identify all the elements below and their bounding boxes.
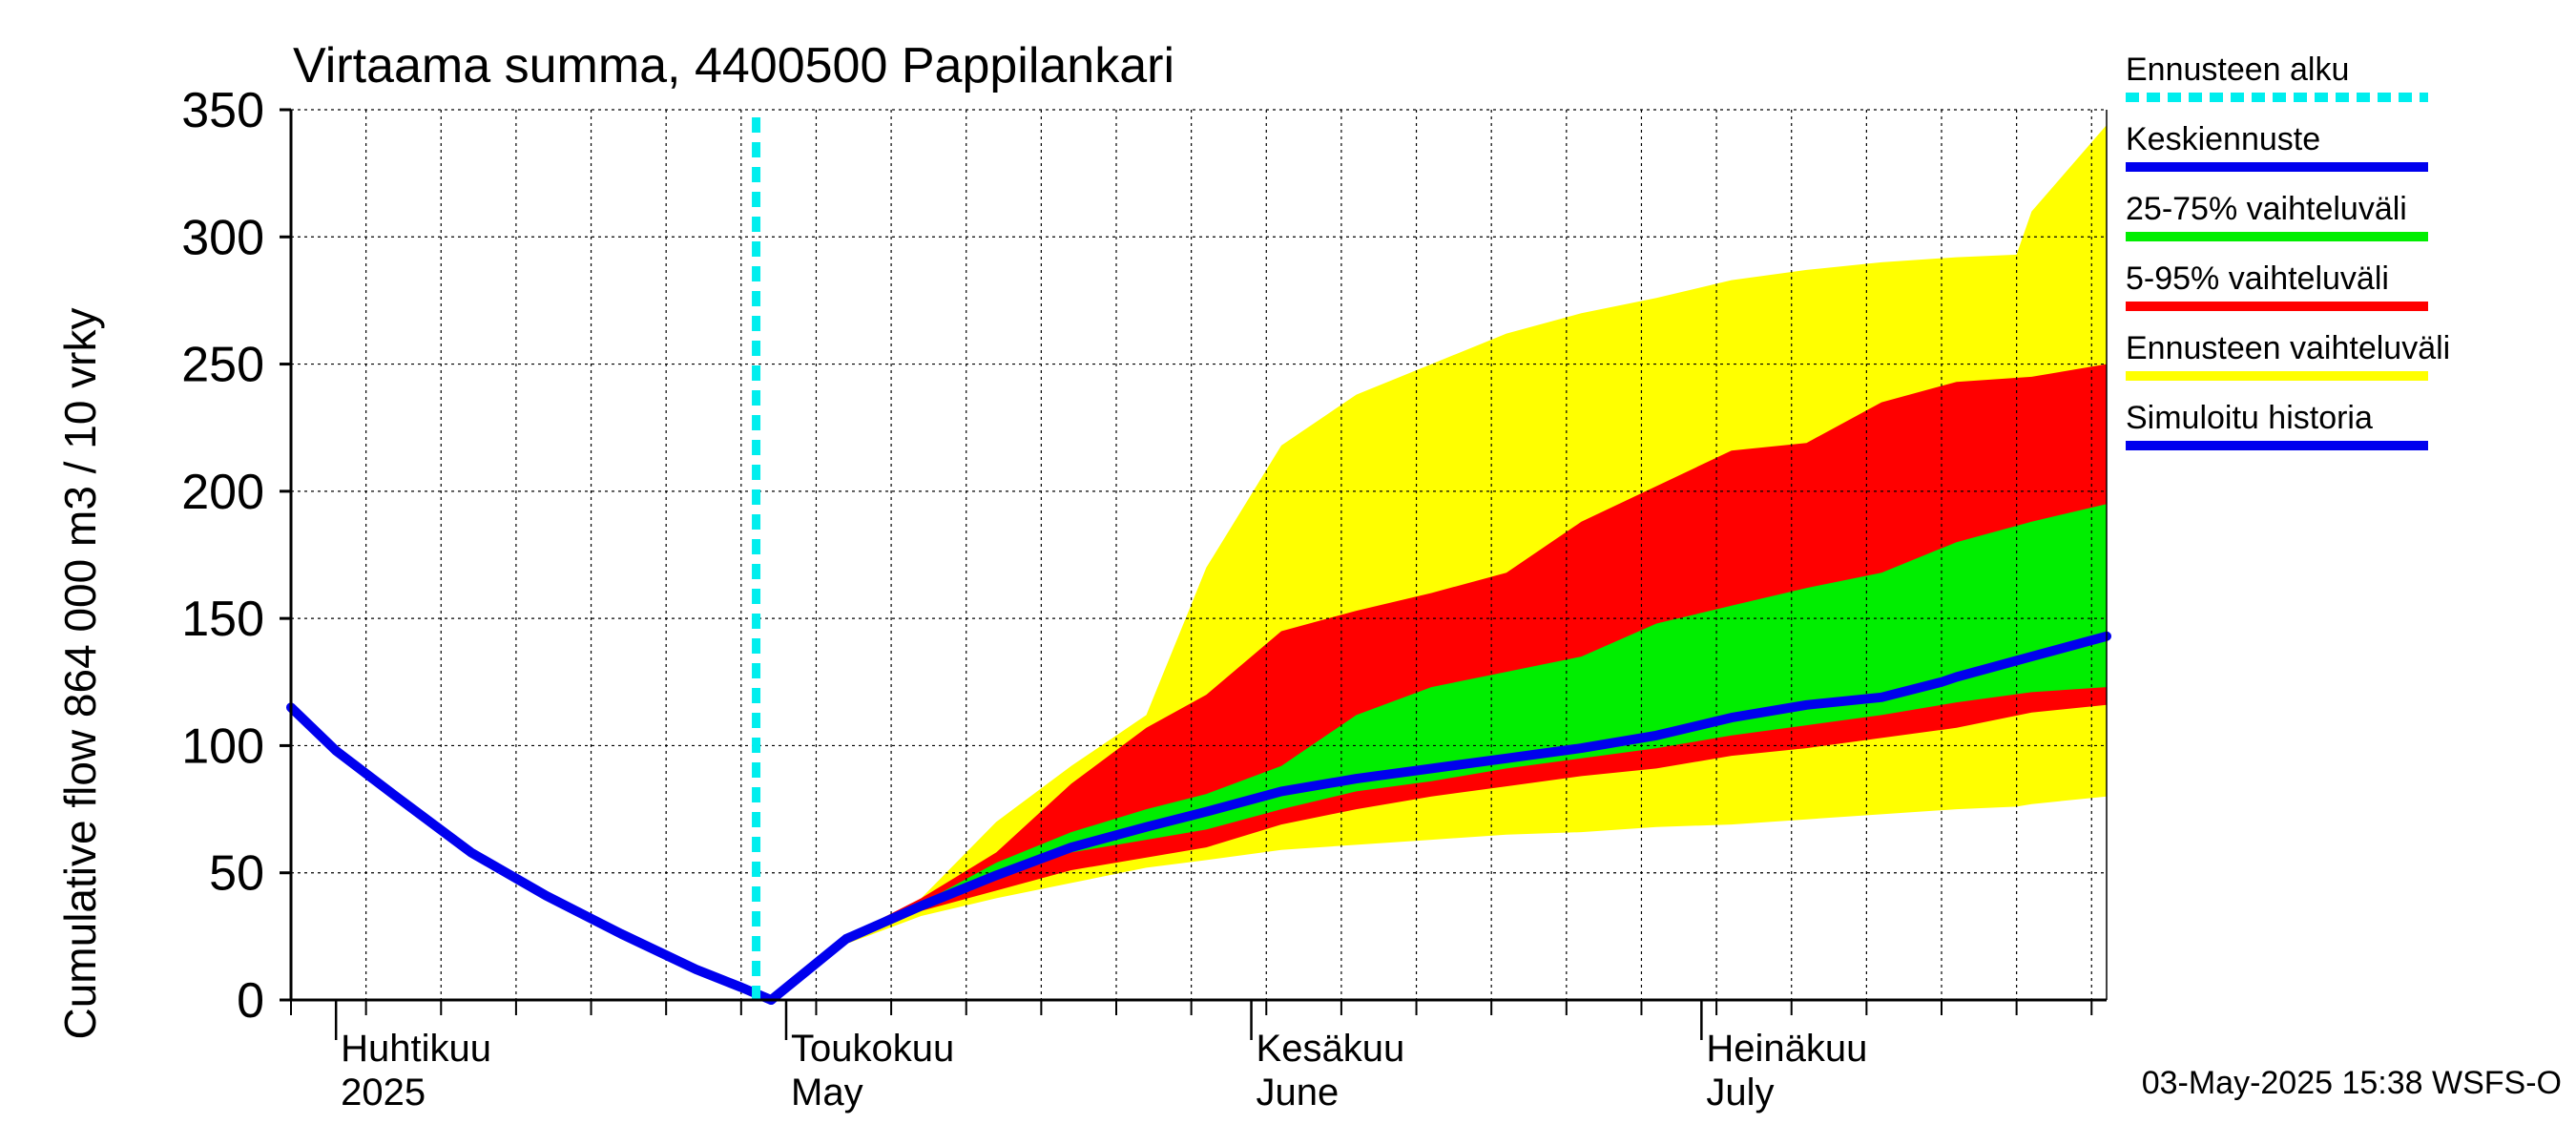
grid-lines	[290, 109, 2107, 1000]
y-tick-label: 150	[181, 592, 264, 647]
month-label-en: May	[791, 1072, 863, 1114]
y-tick-label: 300	[181, 210, 264, 265]
line-keskiennuste	[766, 631, 2111, 1005]
chart-title: Virtaama summa, 4400500 Pappilankari	[293, 38, 1174, 94]
y-tick-label: 0	[237, 973, 264, 1029]
series-lines	[286, 117, 2111, 1005]
y-tick-label: 200	[181, 465, 264, 520]
line-simuloitu-historia	[286, 702, 777, 1005]
legend-label: 25-75% vaihteluväli	[2126, 191, 2407, 227]
axes	[289, 110, 2108, 1002]
forecast-bands	[771, 125, 2107, 1001]
x-axis-ticks	[290, 1000, 2093, 1040]
month-label-fi: Heinäkuu	[1706, 1028, 1867, 1070]
y-axis-label: Cumulative flow 864 000 m3 / 10 vrky	[55, 307, 105, 1039]
y-tick-label: 100	[181, 718, 264, 774]
y-axis-ticks: 0 50 100 150 200 250 300 350	[181, 83, 291, 1029]
legend-label: Simuloitu historia	[2126, 400, 2373, 436]
month-label-fi: Huhtikuu	[341, 1028, 491, 1070]
month-label-fi: Toukokuu	[791, 1028, 954, 1070]
y-tick-label: 350	[181, 83, 264, 138]
month-label-en: July	[1706, 1072, 1774, 1114]
y-tick-label: 50	[209, 846, 264, 902]
legend-label: Keskiennuste	[2126, 121, 2320, 157]
footer-timestamp: 03-May-2025 15:38 WSFS-O	[2142, 1065, 2562, 1101]
legend-label: 5-95% vaihteluväli	[2126, 260, 2389, 297]
y-tick-label: 250	[181, 338, 264, 393]
legend-label: Ennusteen alku	[2126, 52, 2349, 88]
legend: Ennusteen alku Keskiennuste 25-75% vaihtel…	[2126, 52, 2450, 450]
band-25-75-vaihteluv-li	[771, 504, 2107, 1000]
month-label-en: 2025	[341, 1072, 426, 1114]
legend-label: Ennusteen vaihteluväli	[2126, 330, 2450, 366]
month-label-fi: Kesäkuu	[1257, 1028, 1405, 1070]
month-label-en: June	[1257, 1072, 1340, 1114]
